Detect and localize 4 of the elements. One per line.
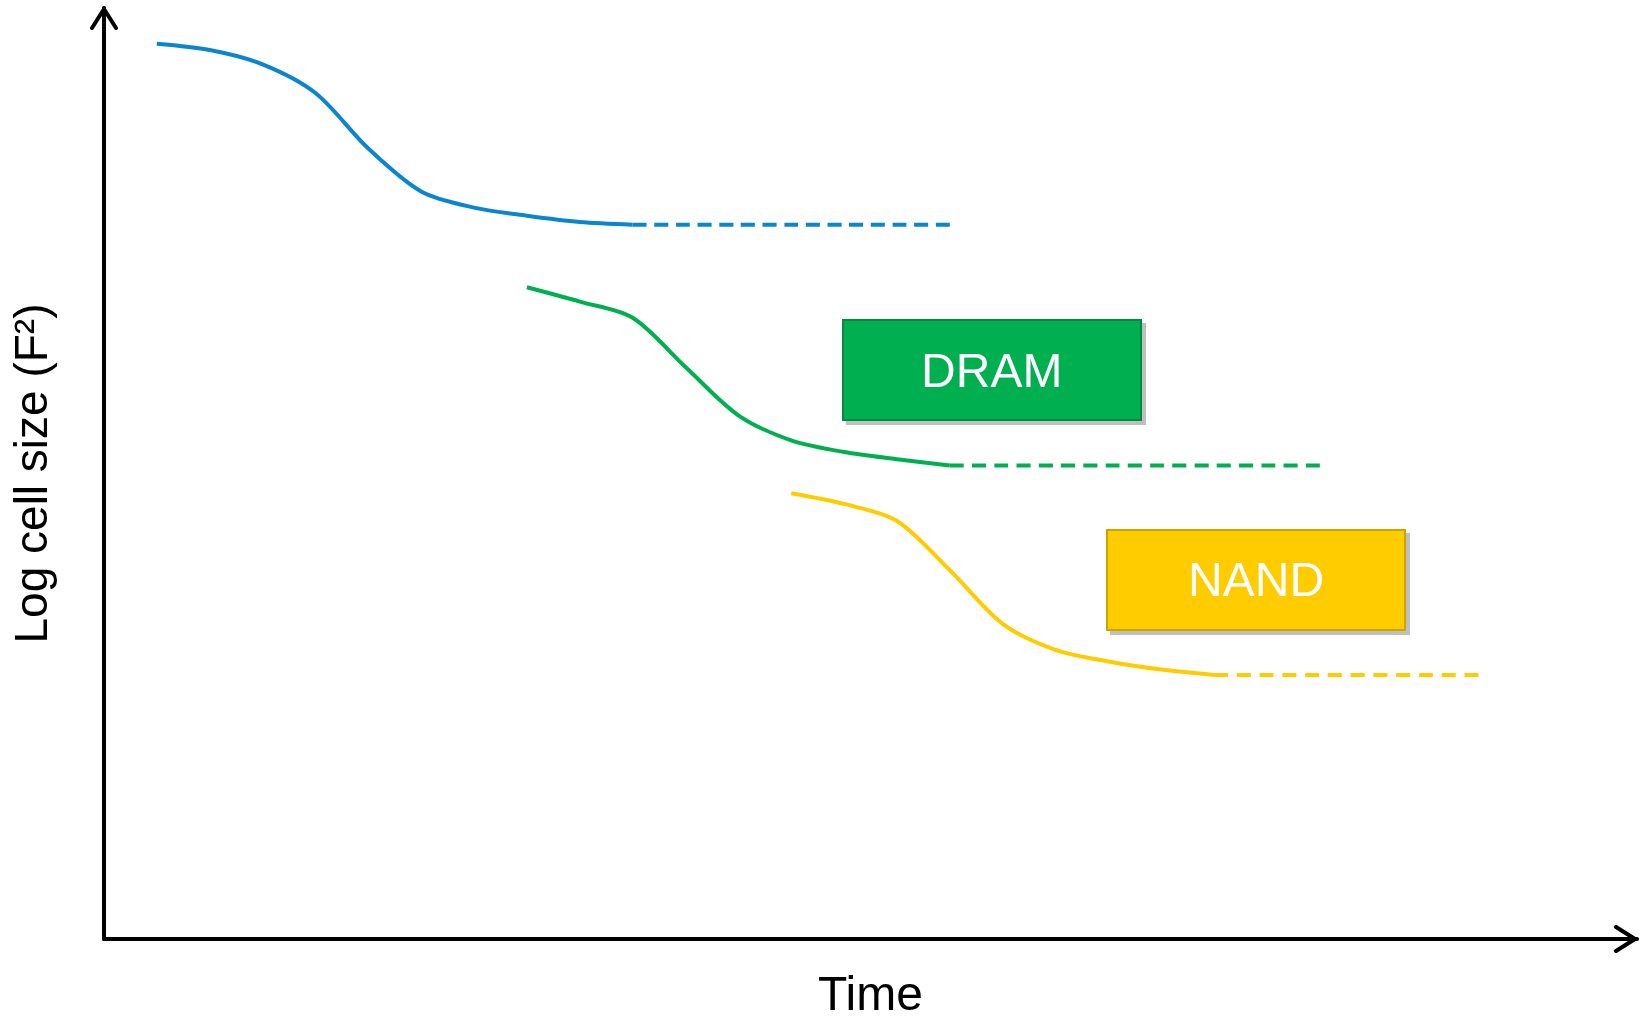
x-axis-title: Time [818,966,923,1020]
y-axis-title: Log cell size (F²) [5,303,57,644]
name-tag: NAND [1106,528,1407,631]
name-tag: DRAM [841,319,1142,422]
